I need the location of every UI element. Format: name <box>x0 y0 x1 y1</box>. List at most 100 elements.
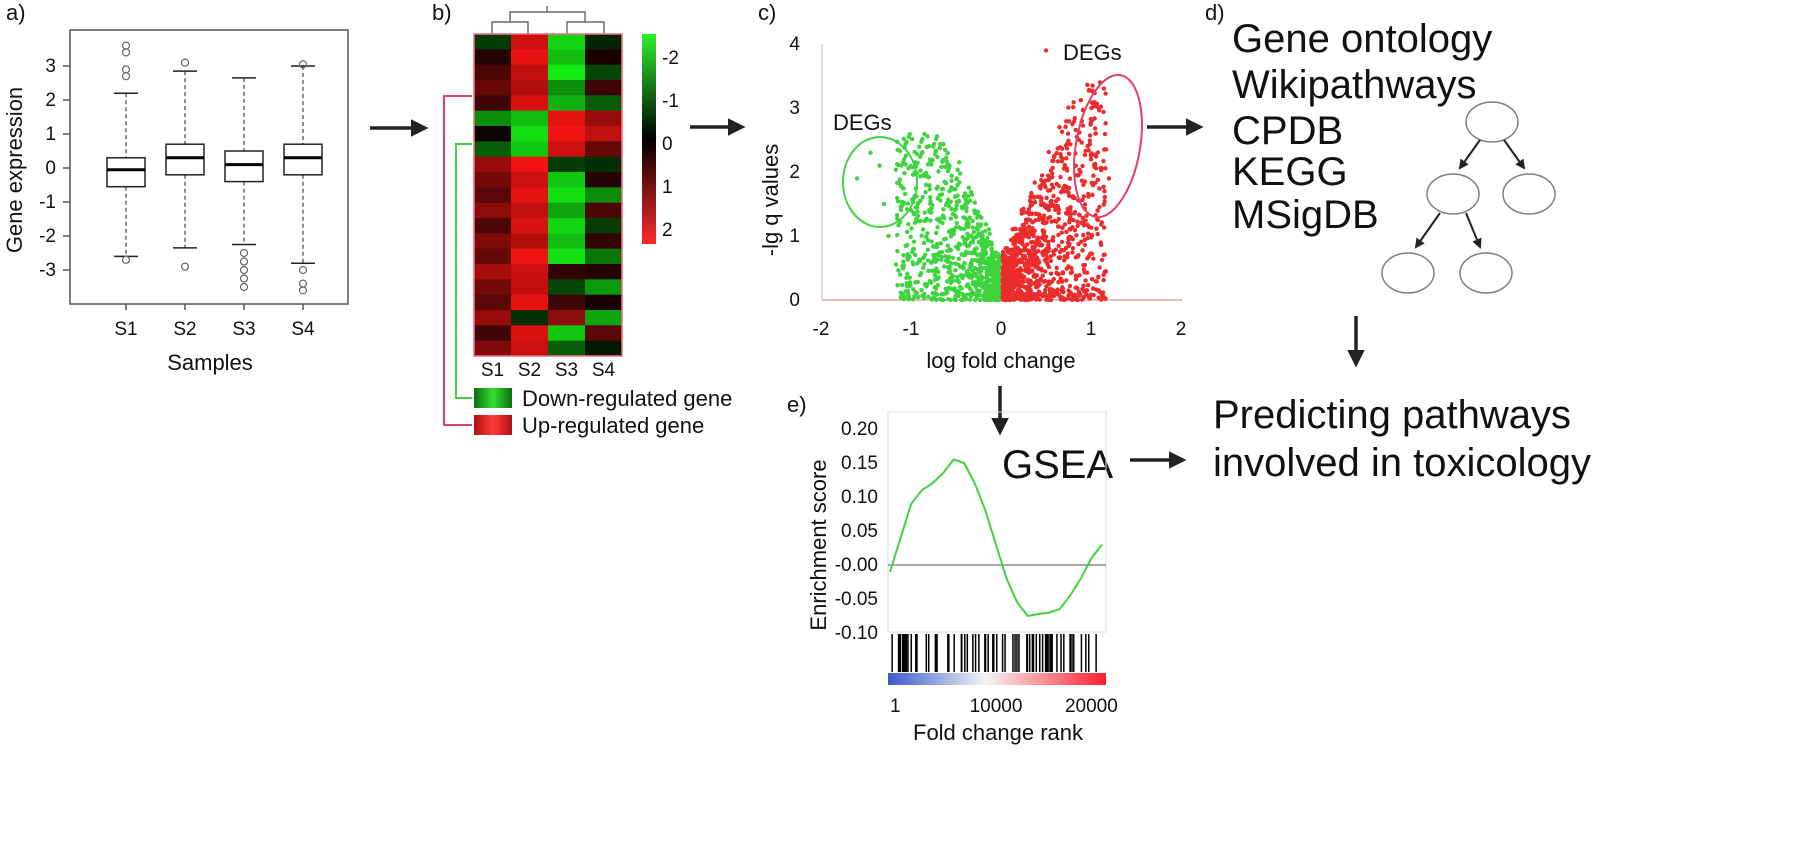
data-point <box>902 200 907 206</box>
panel-e-y-label: Enrichment score <box>806 459 831 630</box>
data-point <box>1054 290 1059 295</box>
data-point <box>1075 297 1081 303</box>
data-point <box>1032 244 1037 250</box>
outlier-point <box>239 282 249 292</box>
outlier-point <box>180 58 190 67</box>
data-point <box>1074 233 1079 238</box>
data-point <box>1085 143 1090 149</box>
data-point <box>959 297 964 303</box>
data-point <box>960 273 966 279</box>
y-tick-label: 3 <box>789 98 800 119</box>
data-point <box>911 239 917 244</box>
heatmap-cell <box>548 248 585 265</box>
data-point <box>932 277 938 282</box>
data-point <box>929 210 934 215</box>
data-point <box>1080 123 1086 128</box>
data-point <box>947 188 952 194</box>
data-point <box>945 243 950 248</box>
data-point <box>1072 195 1077 201</box>
legend-down-swatch <box>474 388 512 408</box>
data-point <box>1085 222 1090 227</box>
legend-down-label: Down-regulated gene <box>522 386 732 411</box>
data-point <box>923 234 929 239</box>
data-point <box>959 286 964 291</box>
data-point <box>929 280 934 285</box>
data-point <box>1066 193 1072 199</box>
data-point <box>1036 248 1041 254</box>
data-point <box>1059 230 1064 235</box>
data-point <box>1018 227 1023 233</box>
y-tick-label: 3 <box>45 56 56 77</box>
data-point <box>982 228 988 234</box>
data-point <box>1065 240 1071 245</box>
panel-a-y-label: Gene expression <box>2 87 27 253</box>
heatmap-cell <box>474 95 511 112</box>
data-point <box>942 147 948 153</box>
data-point <box>1051 193 1056 199</box>
tree-node-left <box>1426 173 1480 215</box>
data-point <box>950 255 955 261</box>
data-point <box>1019 208 1024 213</box>
heatmap-cell <box>548 310 585 326</box>
data-point <box>953 214 959 220</box>
data-point <box>975 252 980 258</box>
heatmap-cell <box>474 279 511 296</box>
data-point <box>1068 234 1073 240</box>
data-point <box>958 242 963 247</box>
data-point <box>1094 279 1099 284</box>
data-point <box>1058 276 1063 281</box>
heatmap-cell <box>474 264 511 280</box>
data-point <box>943 181 949 186</box>
data-point <box>1046 239 1051 245</box>
heatmap-cell <box>548 64 585 81</box>
data-point <box>922 210 927 215</box>
data-point <box>962 260 967 266</box>
data-point <box>968 262 973 268</box>
panel-c-y-axis: 4 3 2 1 0 <box>789 34 800 311</box>
data-point <box>978 238 984 244</box>
box <box>224 150 264 183</box>
panel-e-label: e) <box>787 392 807 417</box>
heatmap-cell <box>511 156 548 173</box>
data-point <box>1101 252 1106 258</box>
data-point <box>944 200 950 206</box>
data-point <box>1064 229 1069 235</box>
data-point <box>937 219 943 224</box>
data-point <box>1096 288 1101 293</box>
data-point <box>928 206 934 212</box>
data-point <box>903 162 908 167</box>
data-point <box>1056 232 1061 238</box>
data-point <box>1017 288 1023 293</box>
data-point <box>896 162 901 168</box>
heatmap-cell <box>474 340 511 357</box>
data-point <box>1075 273 1080 279</box>
data-point <box>977 288 982 294</box>
y-tick-label: 0.15 <box>841 453 878 474</box>
data-point <box>925 134 930 139</box>
heatmap-cell <box>474 126 511 142</box>
data-point <box>1037 282 1042 287</box>
data-point <box>1025 210 1030 215</box>
heatmap-cell <box>474 233 511 250</box>
data-point <box>1005 297 1010 302</box>
data-point <box>954 274 960 280</box>
data-point <box>926 268 931 274</box>
data-point <box>1013 239 1018 244</box>
data-point <box>1057 124 1062 130</box>
outlier-point <box>121 48 131 57</box>
data-point <box>965 231 970 237</box>
data-point <box>1097 265 1102 270</box>
data-point <box>974 226 979 231</box>
heatmap-cell <box>474 202 511 219</box>
data-point <box>1026 217 1031 222</box>
data-point <box>1067 283 1073 289</box>
heatmap-cell <box>585 202 622 219</box>
data-point <box>1039 268 1045 273</box>
data-point <box>935 184 940 189</box>
heatmap-cell <box>474 34 511 50</box>
data-point <box>1025 279 1030 284</box>
data-point <box>917 144 922 149</box>
data-point <box>1096 274 1101 280</box>
outlier-point <box>239 248 249 258</box>
data-point <box>936 169 941 174</box>
